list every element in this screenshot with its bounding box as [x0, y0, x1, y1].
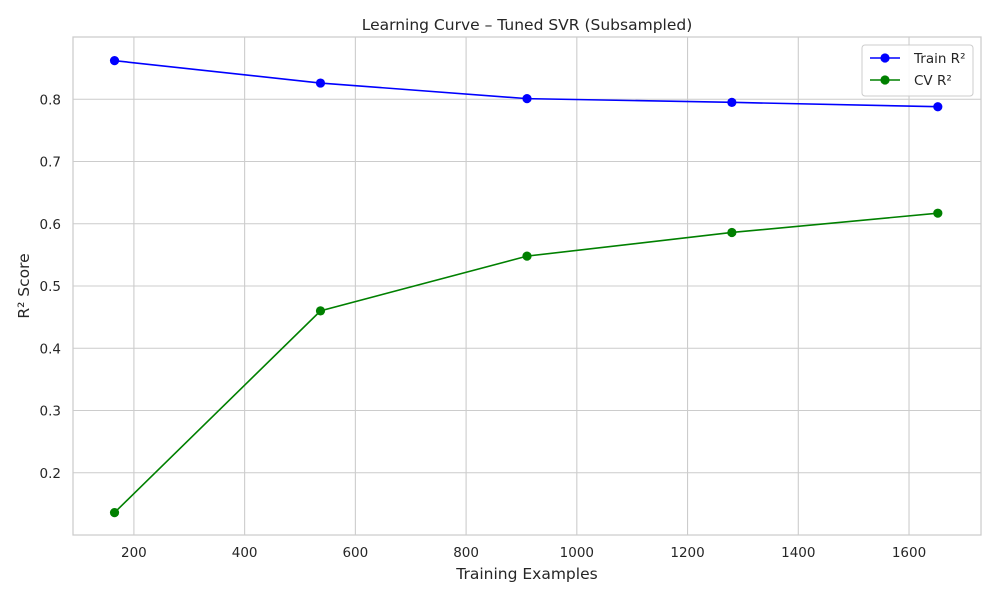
x-tick-label: 1400	[781, 545, 815, 561]
series-train	[109, 56, 943, 112]
chart-title: Learning Curve – Tuned SVR (Subsampled)	[362, 16, 693, 34]
data-point	[315, 306, 326, 316]
data-point	[109, 56, 120, 66]
data-series	[109, 56, 943, 518]
y-tick-label: 0.7	[40, 155, 61, 171]
x-tick-label: 400	[232, 545, 258, 561]
data-point	[109, 507, 120, 518]
y-tick-label: 0.8	[40, 92, 61, 108]
data-point	[315, 78, 326, 88]
y-tick-label: 0.6	[40, 217, 61, 233]
x-tick-label: 800	[453, 545, 479, 561]
y-tick-label: 0.4	[40, 341, 61, 357]
x-tick-label: 1600	[892, 545, 926, 561]
plot-frame	[72, 36, 982, 536]
y-tick-label: 0.5	[40, 279, 61, 295]
y-tick-labels: 0.2 0.3 0.4 0.5 0.6 0.7 0.8	[40, 92, 61, 482]
y-tick-label: 0.3	[40, 404, 61, 420]
legend: Train R² CV R²	[861, 44, 974, 97]
x-axis-label: Training Examples	[455, 565, 597, 583]
data-point	[522, 251, 532, 261]
data-point	[727, 227, 737, 238]
x-tick-labels: 200 400 600 800 1000 1200 1400 1600	[121, 545, 926, 561]
x-tick-label: 600	[342, 545, 368, 561]
legend-label: CV R²	[914, 73, 952, 89]
data-point	[727, 97, 737, 107]
data-point	[933, 102, 943, 112]
y-axis-label: R² Score	[15, 253, 33, 318]
x-tick-label: 200	[121, 545, 147, 561]
legend-marker	[880, 53, 890, 63]
legend-marker	[880, 75, 890, 85]
legend-item: CV R²	[870, 73, 952, 89]
legend-item: Train R²	[870, 51, 965, 67]
legend-label: Train R²	[913, 51, 965, 67]
data-point	[933, 208, 943, 218]
x-tick-label: 1200	[670, 545, 704, 561]
y-tick-label: 0.2	[40, 466, 61, 482]
x-tick-label: 1000	[560, 545, 594, 561]
data-point	[522, 94, 532, 104]
series-cv	[109, 208, 943, 518]
